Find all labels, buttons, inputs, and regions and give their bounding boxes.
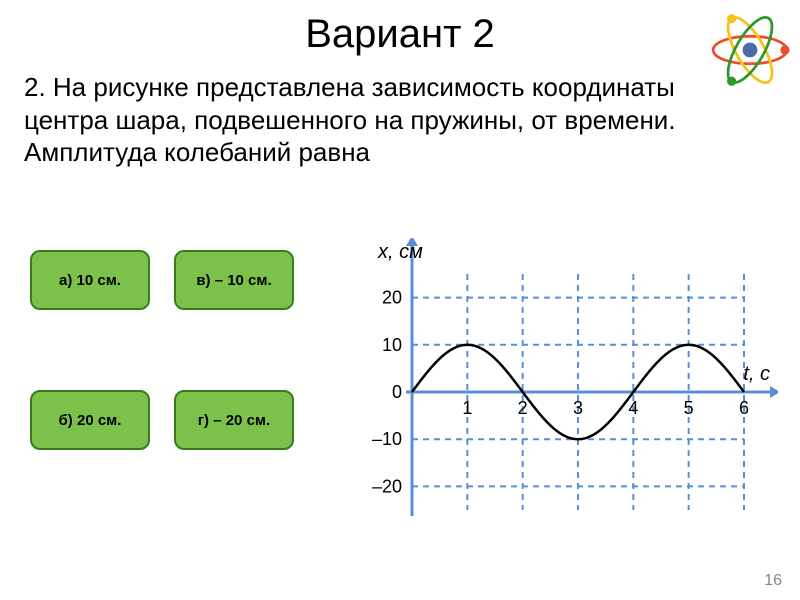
answer-b[interactable]: б) 20 см.	[30, 390, 150, 450]
svg-text:x, см: x, см	[377, 241, 423, 263]
page-number: 16	[764, 572, 782, 590]
svg-text:3: 3	[573, 398, 583, 418]
page-title: Вариант 2	[0, 0, 800, 57]
atom-icon	[704, 4, 796, 96]
svg-text:–20: –20	[372, 476, 402, 496]
svg-text:0: 0	[392, 382, 402, 402]
svg-text:10: 10	[382, 335, 402, 355]
svg-text:t, с: t, с	[743, 363, 770, 385]
answer-a[interactable]: а) 10 см.	[30, 250, 150, 310]
svg-text:–10: –10	[372, 429, 402, 449]
svg-text:1: 1	[462, 398, 472, 418]
answer-v[interactable]: в) – 10 см.	[174, 250, 294, 310]
oscillation-chart: –20 –10 0 10 20 1 2 3 4 5 6 x, см t, с	[338, 238, 778, 538]
svg-text:2: 2	[518, 398, 528, 418]
answer-g[interactable]: г) – 20 см.	[174, 390, 294, 450]
svg-text:5: 5	[684, 398, 694, 418]
svg-text:20: 20	[382, 288, 402, 308]
answer-grid: а) 10 см. в) – 10 см. б) 20 см. г) – 20 …	[30, 250, 294, 450]
svg-text:6: 6	[739, 398, 749, 418]
question-text: 2. На рисунке представлена зависимость к…	[0, 57, 800, 169]
svg-text:4: 4	[628, 398, 638, 418]
